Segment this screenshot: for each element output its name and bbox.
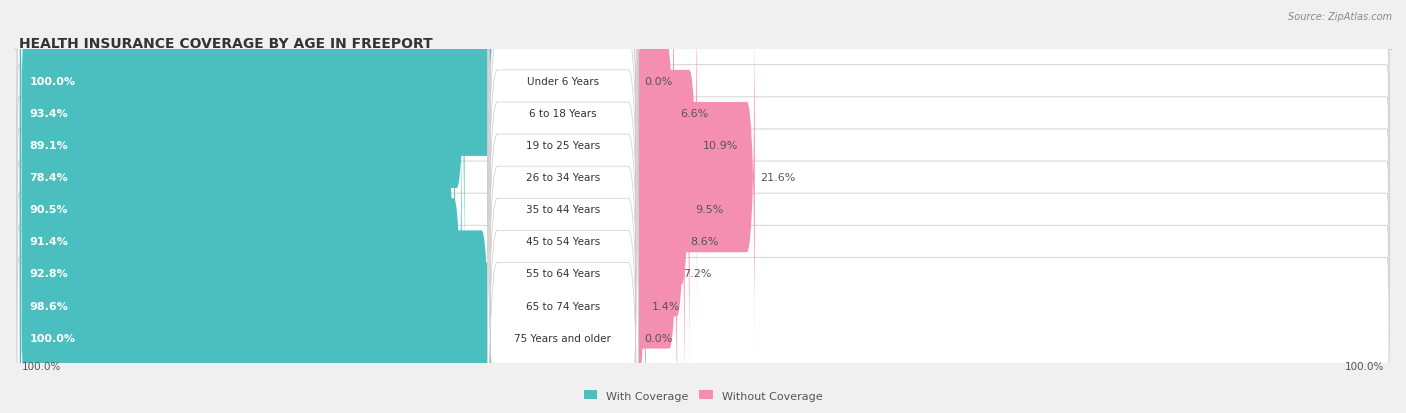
FancyBboxPatch shape bbox=[20, 93, 461, 413]
FancyBboxPatch shape bbox=[17, 66, 1389, 226]
FancyBboxPatch shape bbox=[17, 258, 1389, 413]
FancyBboxPatch shape bbox=[634, 0, 697, 327]
FancyBboxPatch shape bbox=[634, 124, 645, 413]
FancyBboxPatch shape bbox=[20, 0, 392, 359]
Text: 35 to 44 Years: 35 to 44 Years bbox=[526, 205, 600, 215]
FancyBboxPatch shape bbox=[17, 97, 1389, 258]
Text: 78.4%: 78.4% bbox=[30, 173, 69, 183]
FancyBboxPatch shape bbox=[20, 28, 450, 391]
Text: Source: ZipAtlas.com: Source: ZipAtlas.com bbox=[1288, 12, 1392, 22]
Text: 10.9%: 10.9% bbox=[703, 141, 738, 151]
Text: 65 to 74 Years: 65 to 74 Years bbox=[526, 301, 600, 311]
Text: 89.1%: 89.1% bbox=[30, 141, 69, 151]
FancyBboxPatch shape bbox=[488, 93, 638, 413]
Text: 90.5%: 90.5% bbox=[30, 205, 69, 215]
FancyBboxPatch shape bbox=[17, 194, 1389, 354]
FancyBboxPatch shape bbox=[17, 161, 1389, 322]
Text: 6.6%: 6.6% bbox=[679, 109, 709, 119]
Text: 6 to 18 Years: 6 to 18 Years bbox=[529, 109, 596, 119]
Text: 1.4%: 1.4% bbox=[652, 301, 681, 311]
FancyBboxPatch shape bbox=[20, 124, 489, 413]
FancyBboxPatch shape bbox=[20, 0, 464, 295]
FancyBboxPatch shape bbox=[488, 60, 638, 413]
Text: 93.4%: 93.4% bbox=[30, 109, 69, 119]
Text: 0.0%: 0.0% bbox=[644, 76, 672, 87]
Text: 55 to 64 Years: 55 to 64 Years bbox=[526, 269, 600, 279]
Text: 0.0%: 0.0% bbox=[644, 333, 672, 343]
Text: 75 Years and older: 75 Years and older bbox=[515, 333, 612, 343]
Text: 92.8%: 92.8% bbox=[30, 269, 69, 279]
Text: 8.6%: 8.6% bbox=[690, 237, 718, 247]
Text: 98.6%: 98.6% bbox=[30, 301, 69, 311]
Text: 7.2%: 7.2% bbox=[683, 269, 711, 279]
FancyBboxPatch shape bbox=[488, 0, 638, 327]
FancyBboxPatch shape bbox=[20, 0, 444, 327]
FancyBboxPatch shape bbox=[488, 0, 638, 391]
FancyBboxPatch shape bbox=[17, 130, 1389, 290]
FancyBboxPatch shape bbox=[634, 0, 673, 295]
FancyBboxPatch shape bbox=[488, 0, 638, 413]
Text: 26 to 34 Years: 26 to 34 Years bbox=[526, 173, 600, 183]
FancyBboxPatch shape bbox=[488, 0, 638, 359]
FancyBboxPatch shape bbox=[634, 93, 678, 413]
Text: 9.5%: 9.5% bbox=[696, 205, 724, 215]
Text: 19 to 25 Years: 19 to 25 Years bbox=[526, 141, 600, 151]
FancyBboxPatch shape bbox=[634, 0, 755, 359]
Text: Under 6 Years: Under 6 Years bbox=[527, 76, 599, 87]
FancyBboxPatch shape bbox=[634, 28, 689, 391]
FancyBboxPatch shape bbox=[17, 2, 1389, 161]
Text: 100.0%: 100.0% bbox=[30, 76, 76, 87]
FancyBboxPatch shape bbox=[20, 60, 456, 413]
Text: 100.0%: 100.0% bbox=[22, 361, 62, 371]
Text: 100.0%: 100.0% bbox=[1344, 361, 1384, 371]
Text: 91.4%: 91.4% bbox=[30, 237, 69, 247]
FancyBboxPatch shape bbox=[634, 60, 685, 413]
FancyBboxPatch shape bbox=[20, 0, 496, 263]
FancyBboxPatch shape bbox=[20, 157, 496, 413]
FancyBboxPatch shape bbox=[488, 0, 638, 413]
FancyBboxPatch shape bbox=[17, 226, 1389, 386]
Text: 45 to 54 Years: 45 to 54 Years bbox=[526, 237, 600, 247]
Text: 21.6%: 21.6% bbox=[761, 173, 796, 183]
FancyBboxPatch shape bbox=[488, 0, 638, 413]
FancyBboxPatch shape bbox=[17, 33, 1389, 194]
Text: HEALTH INSURANCE COVERAGE BY AGE IN FREEPORT: HEALTH INSURANCE COVERAGE BY AGE IN FREE… bbox=[18, 37, 433, 51]
FancyBboxPatch shape bbox=[488, 28, 638, 413]
Legend: With Coverage, Without Coverage: With Coverage, Without Coverage bbox=[579, 386, 827, 405]
Text: 100.0%: 100.0% bbox=[30, 333, 76, 343]
